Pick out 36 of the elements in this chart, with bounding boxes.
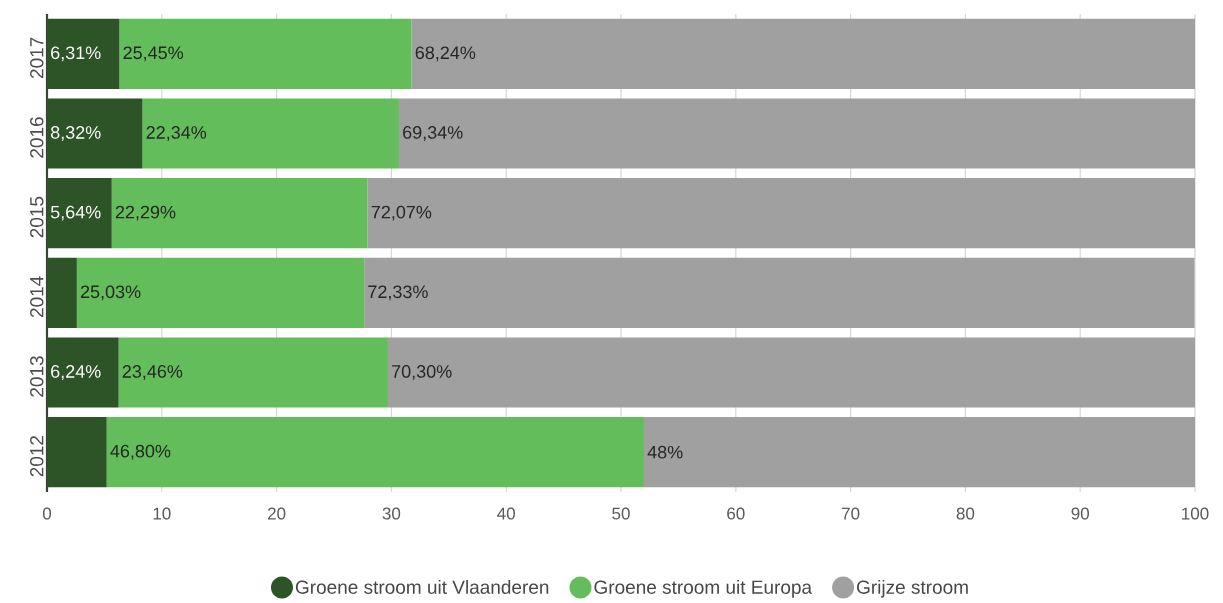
x-tick-label: 60 — [727, 507, 745, 520]
data-label: 72,33% — [368, 285, 428, 301]
data-label: 22,29% — [115, 205, 176, 221]
data-label: 22,34% — [146, 126, 207, 141]
y-tick-label: 2014 — [30, 276, 44, 318]
data-label: 46,80% — [110, 444, 171, 460]
data-label: 68,24% — [415, 46, 476, 62]
data-label: 25,45% — [123, 46, 184, 62]
data-label: 69,34% — [403, 126, 463, 141]
y-tick-label: 2017 — [30, 37, 44, 79]
x-tick-label: 100 — [1182, 507, 1209, 520]
y-tick-label: 2015 — [30, 196, 44, 238]
legend-label: Groene stroom uit Vlaanderen — [295, 579, 549, 594]
legend-label: Grijze stroom — [857, 579, 968, 598]
data-label: 8,32% — [50, 126, 101, 141]
x-tick-label: 20 — [268, 507, 286, 520]
y-tick-label: 2013 — [30, 356, 44, 397]
x-tick-label: 90 — [1071, 507, 1089, 520]
y-tick-label: 2012 — [30, 436, 44, 477]
data-label: 6,24% — [51, 365, 101, 380]
data-label: 6,31% — [51, 46, 101, 62]
x-tick-label: 80 — [956, 507, 975, 520]
data-label: 72,07% — [371, 205, 432, 221]
data-label: 70,30% — [392, 365, 452, 380]
x-tick-label: 10 — [153, 507, 171, 520]
data-label: 23,46% — [122, 365, 183, 380]
legend-label: Groene stroom uit Europa — [594, 579, 813, 598]
x-tick-label: 30 — [382, 507, 401, 520]
x-tick-label: 70 — [842, 507, 860, 520]
x-tick-label: 50 — [612, 507, 630, 520]
x-tick-label: 0 — [42, 507, 52, 520]
x-tick-label: 40 — [497, 507, 515, 520]
data-label: 48% — [647, 445, 683, 459]
y-tick-label: 2016 — [30, 117, 44, 158]
data-label: 5,64% — [50, 205, 101, 221]
data-label: 25,03% — [80, 285, 141, 301]
